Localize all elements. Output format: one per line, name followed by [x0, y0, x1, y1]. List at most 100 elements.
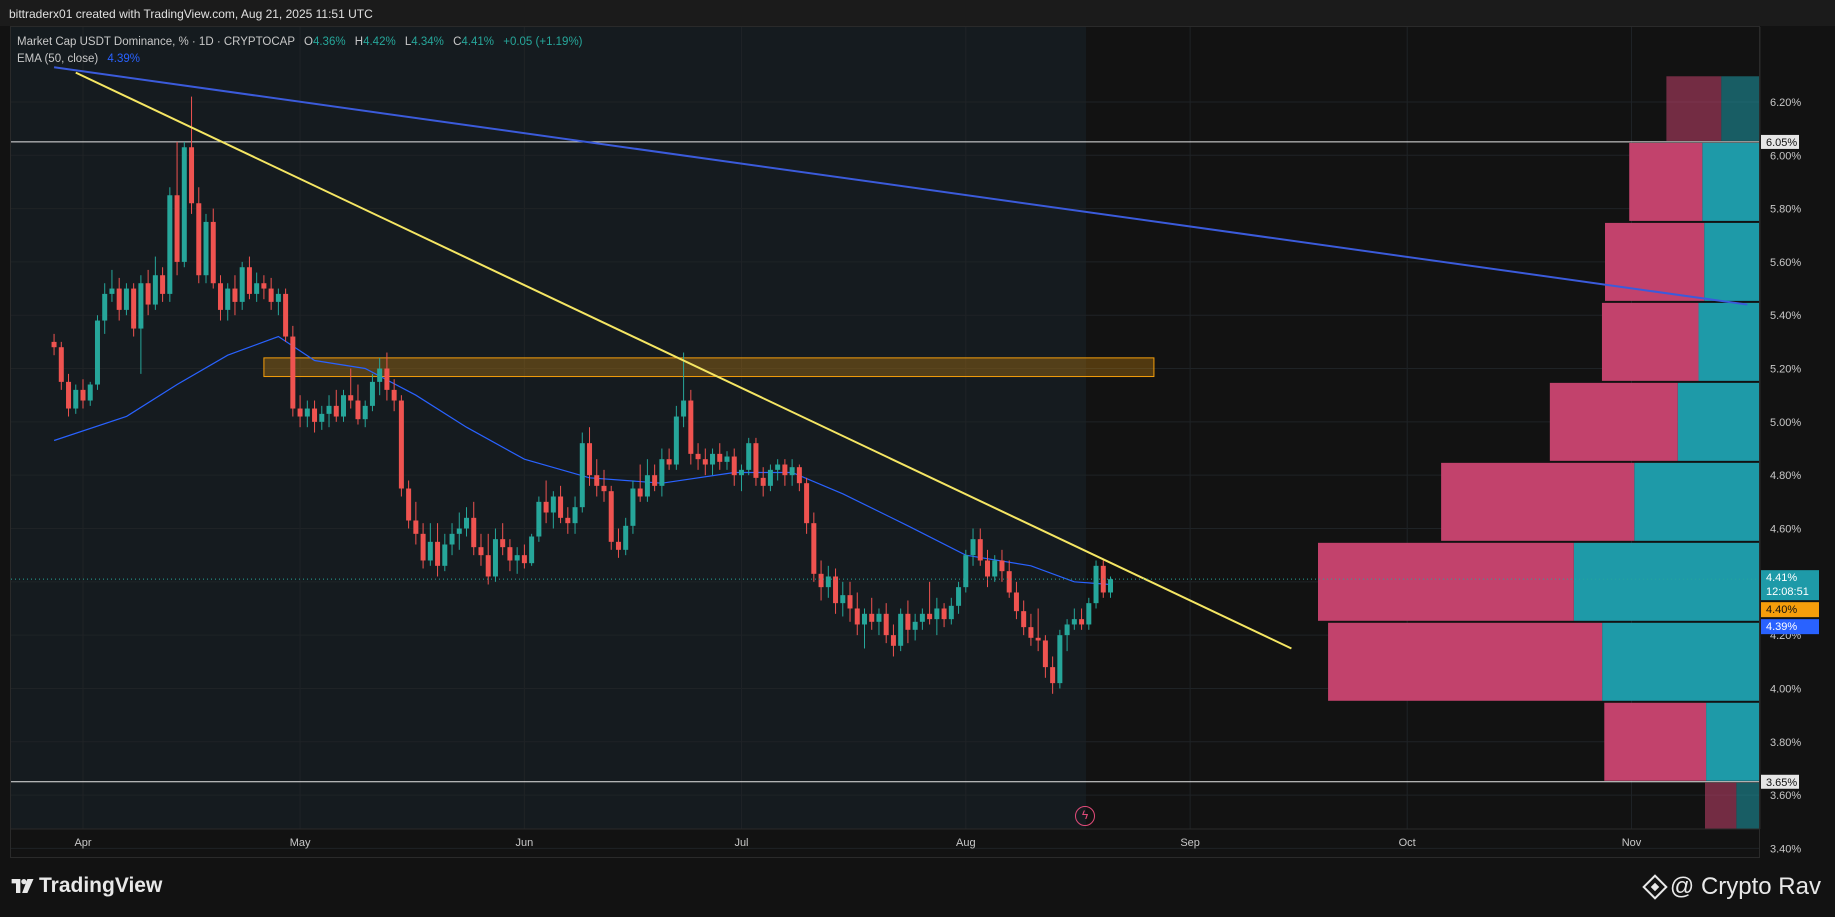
candle-body: [934, 608, 940, 620]
candle: [406, 480, 412, 529]
candle: [319, 405, 325, 430]
candle: [51, 333, 57, 356]
candle-body: [51, 341, 57, 348]
candle-body: [413, 520, 419, 534]
candle-body: [1071, 619, 1077, 625]
candle-body: [391, 389, 397, 401]
candle-body: [753, 443, 759, 478]
candle: [775, 459, 781, 481]
candle-body: [362, 405, 368, 420]
candle-body: [999, 560, 1005, 572]
chart-legend: Market Cap USDT Dominance, % · 1D · CRYP…: [17, 34, 583, 68]
tradingview-logo[interactable]: TradingView: [11, 874, 162, 898]
candle-body: [1013, 592, 1019, 612]
volume-profile-down-bar: [1318, 542, 1574, 621]
resistance-zone: [263, 357, 1155, 378]
candle-body: [550, 496, 556, 513]
candle: [507, 539, 513, 572]
candle-body: [789, 467, 795, 476]
candle-body: [319, 413, 325, 422]
candle: [456, 512, 462, 550]
candle: [811, 512, 817, 582]
volume-profile-up-bar: [1602, 622, 1759, 701]
candle-body: [572, 507, 578, 524]
candle: [174, 141, 180, 276]
candle: [710, 448, 716, 476]
candle-body: [138, 283, 144, 329]
candle: [138, 275, 144, 374]
legend-ema-row: EMA (50, close) 4.39%: [17, 51, 583, 68]
candle: [442, 533, 448, 572]
price-tag: [1761, 570, 1819, 601]
candle-body: [587, 443, 593, 476]
candle-body: [80, 389, 86, 401]
candle-body: [290, 336, 296, 409]
y-tick-label: 3.40%: [1770, 843, 1801, 855]
candle: [825, 565, 831, 598]
candle: [102, 283, 108, 334]
candle: [123, 283, 129, 316]
volume-profile-down-bar: [1549, 382, 1678, 461]
candle-body: [254, 283, 260, 294]
candle: [615, 528, 621, 558]
candle-body: [652, 475, 658, 486]
candle-body: [435, 541, 441, 566]
candle-body: [1093, 565, 1099, 604]
candle-body: [927, 613, 933, 620]
candle-body: [890, 635, 896, 646]
volume-profile-up-bar: [1698, 302, 1759, 381]
candle-body: [225, 288, 231, 310]
candle: [673, 405, 679, 470]
candle-body: [116, 288, 122, 310]
candle-body: [500, 539, 506, 548]
candle: [116, 277, 122, 321]
candle: [87, 381, 93, 406]
candle-body: [992, 560, 998, 577]
author-credit: @ Crypto Rav: [1642, 873, 1821, 901]
level-price-tag: [1761, 774, 1799, 789]
candle-body: [420, 533, 426, 561]
candle-body: [854, 608, 860, 625]
candle: [637, 464, 643, 502]
candle-body: [782, 464, 788, 476]
candle: [1042, 635, 1048, 678]
ema-value: 4.39%: [107, 53, 140, 65]
candle: [478, 533, 484, 566]
candle: [753, 437, 759, 486]
candle-body: [673, 416, 679, 465]
candle: [275, 288, 281, 316]
candle-body: [377, 368, 383, 382]
candle-body: [558, 496, 564, 518]
candle-body: [529, 536, 535, 564]
y-tick-label: 6.00%: [1770, 150, 1801, 162]
candle: [970, 528, 976, 566]
brand-name: TradingView: [39, 874, 163, 897]
candle-body: [710, 453, 716, 465]
candle-body: [644, 475, 650, 497]
price-tag-label: 4.39%: [1766, 621, 1797, 633]
candle-body: [442, 544, 448, 566]
level-price-label: 6.05%: [1766, 137, 1797, 149]
candle-body: [912, 621, 918, 630]
candle-body: [464, 517, 470, 529]
lightning-icon[interactable]: ϟ: [1075, 806, 1095, 826]
countdown-label: 12:08:51: [1766, 586, 1809, 598]
candle: [492, 528, 498, 582]
candle-body: [861, 613, 867, 625]
volume-profile-down-bar: [1629, 142, 1703, 221]
candle: [695, 443, 701, 470]
candle: [348, 368, 354, 409]
candle: [724, 451, 730, 470]
candle: [109, 269, 115, 302]
candle-body: [659, 459, 665, 486]
candle-body: [427, 541, 433, 561]
y-tick-label: 3.60%: [1770, 790, 1801, 802]
candle: [377, 357, 383, 396]
candle-body: [312, 408, 318, 422]
candle: [623, 517, 629, 556]
candle: [767, 464, 773, 492]
candle-body: [1064, 624, 1070, 636]
candle: [594, 459, 600, 497]
candle: [659, 448, 665, 497]
